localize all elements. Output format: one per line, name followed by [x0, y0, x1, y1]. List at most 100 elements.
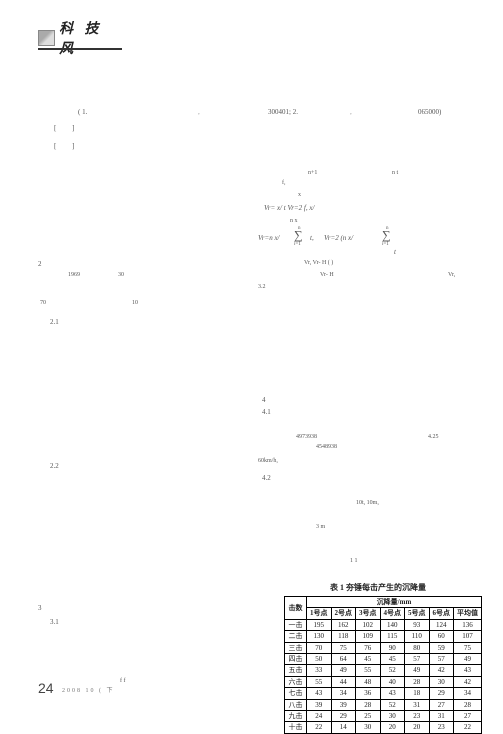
- table-1-title: 表 1 夯锤每击产生的沉降量: [330, 582, 426, 593]
- table-row: 三击70757690805975: [285, 642, 482, 653]
- table-row-label: 九击: [285, 710, 307, 721]
- eq-nx: n x: [290, 218, 298, 224]
- table-cell: 20: [380, 722, 405, 733]
- table-cell: 115: [380, 631, 405, 642]
- table-cell: 102: [356, 619, 381, 630]
- table-cell: 57: [405, 653, 430, 664]
- table-cell: 75: [331, 642, 356, 653]
- table-row-label: 七击: [285, 688, 307, 699]
- section-41: 4.1: [262, 408, 271, 416]
- formula-vr1: Vr= x/ t Vr=2 f, x/: [264, 204, 314, 212]
- sigma-1-upper: n: [298, 226, 301, 231]
- table-row-label: 四击: [285, 653, 307, 664]
- section-3: 3: [38, 604, 42, 612]
- table-row: 五击33495552494243: [285, 665, 482, 676]
- table-cell: 33: [307, 665, 332, 676]
- footer-date: 2008 10 ( 下: [62, 685, 115, 694]
- section-4: 4: [262, 396, 266, 404]
- zip-1: 300401; 2.: [268, 108, 298, 116]
- table-row-label: 六击: [285, 676, 307, 687]
- table-cell: 28: [356, 699, 381, 710]
- table-cell: 25: [356, 710, 381, 721]
- section-42: 4.2: [262, 474, 271, 482]
- table-cell: 28: [454, 699, 482, 710]
- table-row-label: 五击: [285, 665, 307, 676]
- txt-10t-10m: 10t, 10m,: [356, 500, 379, 506]
- text-vr-right: Vr,: [448, 272, 455, 278]
- table-cell: 109: [356, 631, 381, 642]
- txt-3m: 3 m: [316, 524, 325, 530]
- table-row: 八击39392852312728: [285, 699, 482, 710]
- table-row: 七击43343643182934: [285, 688, 482, 699]
- speed-60: 60km/h,: [258, 458, 278, 464]
- table-cell: 130: [307, 631, 332, 642]
- table-cell: 52: [380, 699, 405, 710]
- text-vrh2: Vr- H: [320, 272, 334, 278]
- table-col-header: 平均值: [454, 608, 482, 619]
- table-cell: 42: [429, 665, 454, 676]
- table-cell: 36: [356, 688, 381, 699]
- table-body: 一击19516210214093124136二击1301181091151106…: [285, 619, 482, 733]
- num-30: 30: [118, 272, 124, 278]
- eq-nt: n t: [392, 170, 398, 176]
- table-cell: 27: [454, 710, 482, 721]
- table-cell: 76: [356, 642, 381, 653]
- txt-ff: f f: [120, 678, 126, 684]
- table-col-header: 6号点: [429, 608, 454, 619]
- table-cell: 20: [405, 722, 430, 733]
- page-number: 24: [38, 680, 54, 696]
- table-cell: 124: [429, 619, 454, 630]
- table-cell: 34: [454, 688, 482, 699]
- txt-one-one: 1 1: [350, 558, 358, 564]
- eq-np1: n+1: [308, 170, 317, 176]
- table-cell: 28: [405, 676, 430, 687]
- journal-header: 科 技 风: [38, 28, 124, 48]
- table-row: 一击19516210214093124136: [285, 619, 482, 630]
- table-cell: 49: [454, 653, 482, 664]
- table-row: 十击22143020202322: [285, 722, 482, 733]
- table-cell: 40: [380, 676, 405, 687]
- num-425: 4.25: [428, 434, 439, 440]
- table-cell: 39: [307, 699, 332, 710]
- table-cell: 50: [307, 653, 332, 664]
- table-header-row: 1号点2号点3号点4号点5号点6号点平均值: [285, 608, 482, 619]
- table-cell: 18: [405, 688, 430, 699]
- bracket-1r: ]: [72, 124, 74, 132]
- text-comma2: ,: [350, 108, 352, 116]
- table-cell: 45: [380, 653, 405, 664]
- eq-fi: f,: [282, 180, 286, 186]
- table-cell: 64: [331, 653, 356, 664]
- section-2: 2: [38, 260, 42, 268]
- table-cell: 60: [429, 631, 454, 642]
- table-row: 二击13011810911511060107: [285, 631, 482, 642]
- table-cell: 52: [380, 665, 405, 676]
- header-underline: [38, 48, 122, 50]
- table-cell: 107: [454, 631, 482, 642]
- table-row-label: 三击: [285, 642, 307, 653]
- table-cell: 39: [331, 699, 356, 710]
- table-cell: 70: [307, 642, 332, 653]
- affiliation-open: ( 1.: [78, 108, 87, 116]
- section-31: 3.1: [50, 618, 59, 626]
- table-cell: 90: [380, 642, 405, 653]
- section-21: 2.1: [50, 318, 59, 326]
- text-32: 3.2: [258, 284, 266, 290]
- num-10: 10: [132, 300, 138, 306]
- table-cell: 55: [307, 676, 332, 687]
- year-1969: 1969: [68, 272, 80, 278]
- bracket-2l: [: [54, 142, 56, 150]
- table-1: 击数 沉降量/mm 1号点2号点3号点4号点5号点6号点平均值 一击195162…: [284, 596, 482, 734]
- table-cell: 110: [405, 631, 430, 642]
- num-70: 70: [40, 300, 46, 306]
- table-cell: 31: [429, 710, 454, 721]
- table-col-header: 2号点: [331, 608, 356, 619]
- table-cell: 34: [331, 688, 356, 699]
- formula-vr3: Vr=2 (n x/: [324, 234, 353, 242]
- table-cell: 22: [307, 722, 332, 733]
- table-cell: 22: [454, 722, 482, 733]
- table-cell: 49: [331, 665, 356, 676]
- table-cell: 195: [307, 619, 332, 630]
- table-cell: 57: [429, 653, 454, 664]
- table-cell: 43: [307, 688, 332, 699]
- journal-title: 科 技 风: [59, 18, 124, 58]
